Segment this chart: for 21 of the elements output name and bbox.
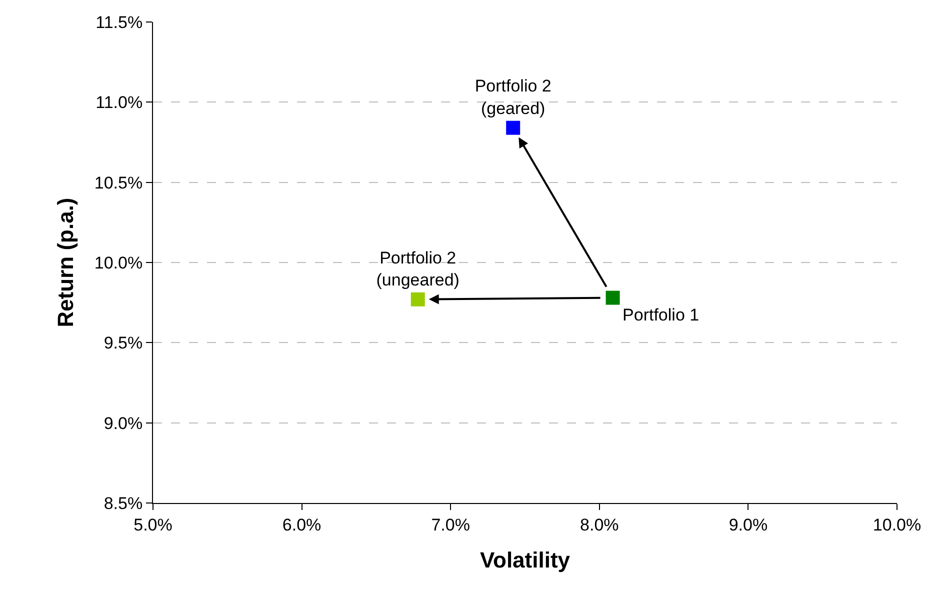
y-tick-label: 9.5% xyxy=(104,334,143,353)
point xyxy=(606,290,620,305)
x-tick-label: 8.0% xyxy=(580,515,619,534)
y-tick-label: 11.0% xyxy=(96,93,143,112)
x-tick-label: 9.0% xyxy=(728,515,768,534)
y-axis-title: Return (p.a.) xyxy=(53,198,78,328)
point xyxy=(410,292,425,306)
series-label: Portfolio 1 xyxy=(622,305,700,324)
point xyxy=(506,120,520,135)
x-tick-label: 5.0% xyxy=(134,515,172,534)
y-tick-label: 8.5% xyxy=(104,494,143,513)
y-tick-label: 10.0% xyxy=(94,253,143,272)
x-axis-title: Volatility xyxy=(480,547,571,572)
y-tick-label: 9.0% xyxy=(104,414,143,433)
y-tick-label: 10.5% xyxy=(94,173,143,192)
series-label: Portfolio 2 (ungeared) xyxy=(376,248,460,290)
y-tick-label: 11.5% xyxy=(96,12,143,32)
x-tick-label: 6.0% xyxy=(282,515,322,534)
x-tick-label: 10.0% xyxy=(872,515,922,534)
series-label: Portfolio 2 (geared) xyxy=(474,76,552,118)
x-tick-label: 7.0% xyxy=(431,515,470,534)
